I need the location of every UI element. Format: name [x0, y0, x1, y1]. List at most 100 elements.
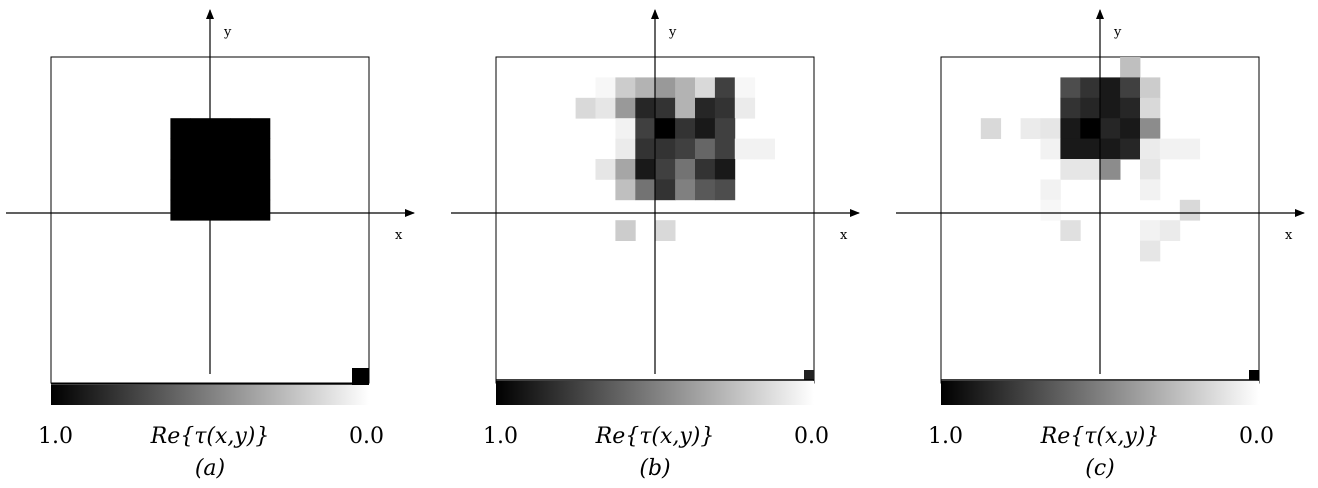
heatmap-cell	[695, 138, 716, 160]
heatmap-cells	[170, 118, 271, 221]
heatmap-cell	[250, 159, 271, 180]
heatmap-cell	[1080, 77, 1101, 99]
heatmap-cell	[1020, 118, 1041, 139]
heatmap-cell	[734, 97, 756, 119]
heatmap-cell	[675, 77, 696, 99]
heatmap-cell	[1040, 179, 1061, 201]
y-axis-label: y	[1113, 25, 1122, 40]
heatmap-cell	[595, 159, 616, 180]
heatmap-cell	[1080, 97, 1101, 119]
heatmap-cell	[1060, 97, 1081, 119]
colorbar-max-label: 1.0	[483, 424, 518, 449]
heatmap-cell	[230, 118, 251, 139]
y-axis-label: y	[668, 25, 677, 40]
heatmap-cell	[1140, 77, 1161, 99]
heatmap-cell	[575, 97, 596, 119]
heatmap-cell	[615, 159, 636, 180]
heatmap-cell	[1100, 138, 1121, 160]
heatmap-cell	[210, 118, 231, 139]
heatmap-cell	[170, 138, 191, 160]
heatmap-cell	[754, 138, 775, 160]
heatmap-cell	[980, 118, 1002, 139]
colorbar-min-label: 0.0	[349, 424, 384, 449]
heatmap-cell	[655, 220, 676, 241]
heatmap-cell	[714, 118, 736, 139]
heatmap-cell	[1120, 138, 1141, 160]
heatmap-cell	[1140, 138, 1161, 160]
colorbar-label: Re{τ(x,y)}	[595, 424, 715, 449]
colorbar-max-label: 1.0	[928, 424, 963, 449]
heatmap-cell	[714, 97, 736, 119]
heatmap-cell	[170, 199, 191, 221]
panel-c: x y 1.0 Re{τ(x,y)} 0.0 (c)	[896, 9, 1305, 481]
heatmap-cell	[1120, 77, 1141, 99]
heatmap-cell	[1140, 159, 1161, 180]
colorbar-label: Re{τ(x,y)}	[150, 424, 270, 449]
heatmap-cell	[250, 118, 271, 139]
heatmap-cell	[1080, 159, 1101, 180]
x-axis-label: x	[1285, 228, 1293, 243]
heatmap-cell	[250, 199, 271, 221]
colorbar-marker	[804, 370, 814, 380]
heatmap-cell	[734, 138, 756, 160]
colorbar-min-label: 0.0	[1239, 424, 1274, 449]
heatmap-cell	[714, 138, 736, 160]
heatmap-cell	[655, 159, 676, 180]
heatmap-cell	[695, 77, 716, 99]
heatmap-cell	[1120, 118, 1141, 139]
colorbar-min-label: 0.0	[794, 424, 829, 449]
heatmap-cell	[210, 159, 231, 180]
panel-a: x y 1.0 Re{τ(x,y)} 0.0 (a)	[6, 9, 415, 481]
heatmap-cell	[635, 159, 656, 180]
panel-tag: (c)	[1085, 456, 1115, 481]
heatmap-cell	[250, 138, 271, 160]
heatmap-cell	[170, 118, 191, 139]
heatmap-cell	[230, 159, 251, 180]
heatmap-cell	[635, 118, 656, 139]
heatmap-cell	[615, 220, 636, 241]
colorbar-max-label: 1.0	[38, 424, 73, 449]
heatmap-cell	[1140, 118, 1161, 139]
heatmap-cell	[595, 77, 616, 99]
heatmap-cell	[655, 118, 676, 139]
heatmap-cell	[190, 138, 211, 160]
heatmap-cell	[1179, 199, 1201, 221]
heatmap-cell	[250, 179, 271, 201]
heatmap-cell	[595, 97, 616, 119]
heatmap-cell	[615, 118, 636, 139]
heatmap-cell	[170, 159, 191, 180]
heatmap-cell	[190, 179, 211, 201]
heatmap-cell	[230, 138, 251, 160]
heatmap-cell	[190, 159, 211, 180]
colorbar	[496, 381, 814, 405]
heatmap-cell	[1140, 240, 1161, 262]
heatmap-cell	[635, 77, 656, 99]
x-axis-label: x	[395, 228, 403, 243]
heatmap-cell	[695, 179, 716, 201]
panel-tag: (a)	[195, 456, 225, 481]
heatmap-cell	[210, 138, 231, 160]
heatmap-cell	[615, 97, 636, 119]
heatmap-cell	[695, 97, 716, 119]
heatmap-cell	[714, 179, 736, 201]
heatmap-cell	[1120, 57, 1141, 78]
heatmap-cell	[230, 199, 251, 221]
heatmap-cell	[1140, 97, 1161, 119]
heatmap-cell	[714, 159, 736, 180]
heatmap-cell	[615, 179, 636, 201]
heatmap-cell	[695, 159, 716, 180]
heatmap-cell	[675, 179, 696, 201]
colorbar	[941, 381, 1259, 405]
heatmap-cell	[230, 179, 251, 201]
heatmap-cell	[695, 118, 716, 139]
heatmap-cell	[655, 97, 676, 119]
heatmap-cell	[1100, 118, 1121, 139]
heatmap-cell	[1159, 138, 1181, 160]
panel-tag: (b)	[639, 456, 670, 481]
colorbar-marker	[352, 368, 369, 385]
heatmap-cell	[734, 77, 756, 99]
heatmap-cell	[190, 118, 211, 139]
heatmap-cell	[655, 77, 676, 99]
heatmap-cell	[635, 97, 656, 119]
